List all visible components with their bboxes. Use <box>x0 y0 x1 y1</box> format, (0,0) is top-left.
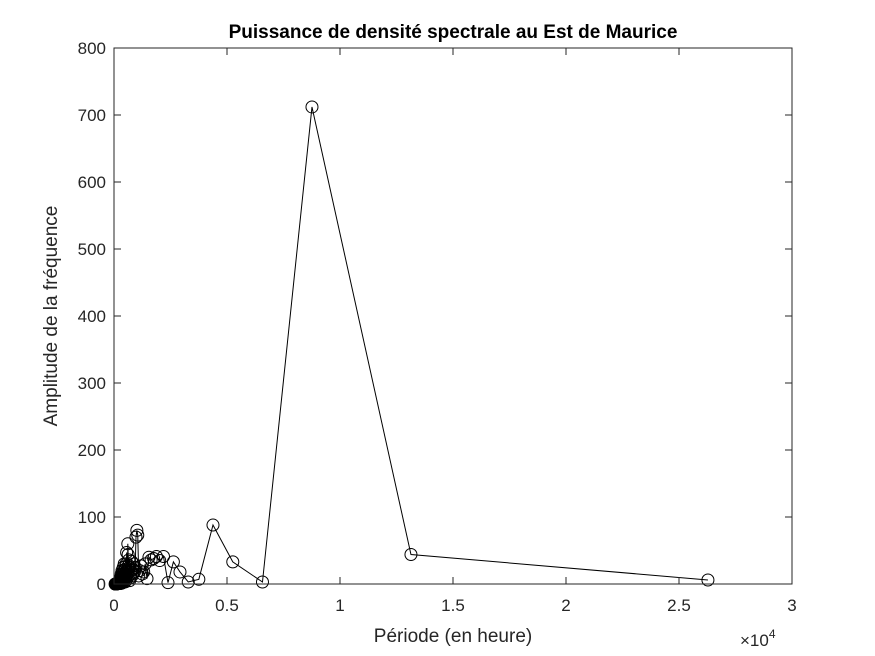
x-tick-label: 0.5 <box>215 596 239 615</box>
y-tick-label: 0 <box>97 575 106 594</box>
data-point-marker <box>255 575 269 589</box>
data-point-marker <box>121 537 135 551</box>
data-point-marker <box>129 530 143 544</box>
data-point-marker <box>226 555 240 569</box>
x-axis-exponent-power: 4 <box>769 627 776 641</box>
data-point-marker <box>404 548 418 562</box>
x-tick-label: 0 <box>109 596 118 615</box>
plot-area <box>114 48 792 584</box>
data-point-marker <box>173 565 187 579</box>
y-tick-label: 600 <box>78 173 106 192</box>
x-axis-exponent-base: ×10 <box>740 631 769 650</box>
data-point-marker <box>166 555 180 569</box>
x-tick-label: 3 <box>787 596 796 615</box>
data-point-marker <box>156 550 170 564</box>
data-point-marker <box>305 100 319 114</box>
data-point-marker <box>130 523 144 537</box>
axes-layer: 0 0.5 1 1.5 2 2.5 3 0 100 200 300 400 500 600 700 800 <box>78 39 797 615</box>
data-point-marker <box>701 573 715 587</box>
data-point-marker <box>181 575 195 589</box>
y-tick-label: 700 <box>78 106 106 125</box>
x-tick-label: 2 <box>561 596 570 615</box>
chart-title: Puissance de densité spectrale au Est de… <box>229 22 678 43</box>
data-point-marker <box>121 548 135 562</box>
y-tick-label: 300 <box>78 374 106 393</box>
y-tick-label: 400 <box>78 307 106 326</box>
x-tick-label: 1.5 <box>441 596 465 615</box>
data-point-marker <box>161 576 175 590</box>
y-axis-label: Amplitude de la fréquence <box>41 206 62 427</box>
y-tick-label: 200 <box>78 441 106 460</box>
x-tick-label: 2.5 <box>667 596 691 615</box>
data-point-marker <box>131 528 145 542</box>
y-tick-label: 800 <box>78 39 106 58</box>
data-point-marker <box>206 518 220 532</box>
data-point-marker <box>140 572 154 586</box>
data-point-marker <box>192 572 206 586</box>
y-tick-label: 100 <box>78 508 106 527</box>
data-point-marker <box>142 550 156 564</box>
x-axis-exponent: ×104 <box>740 627 776 650</box>
x-tick-label: 1 <box>335 596 344 615</box>
y-tick-label: 500 <box>78 240 106 259</box>
x-axis-label: Période (en heure) <box>374 626 532 647</box>
